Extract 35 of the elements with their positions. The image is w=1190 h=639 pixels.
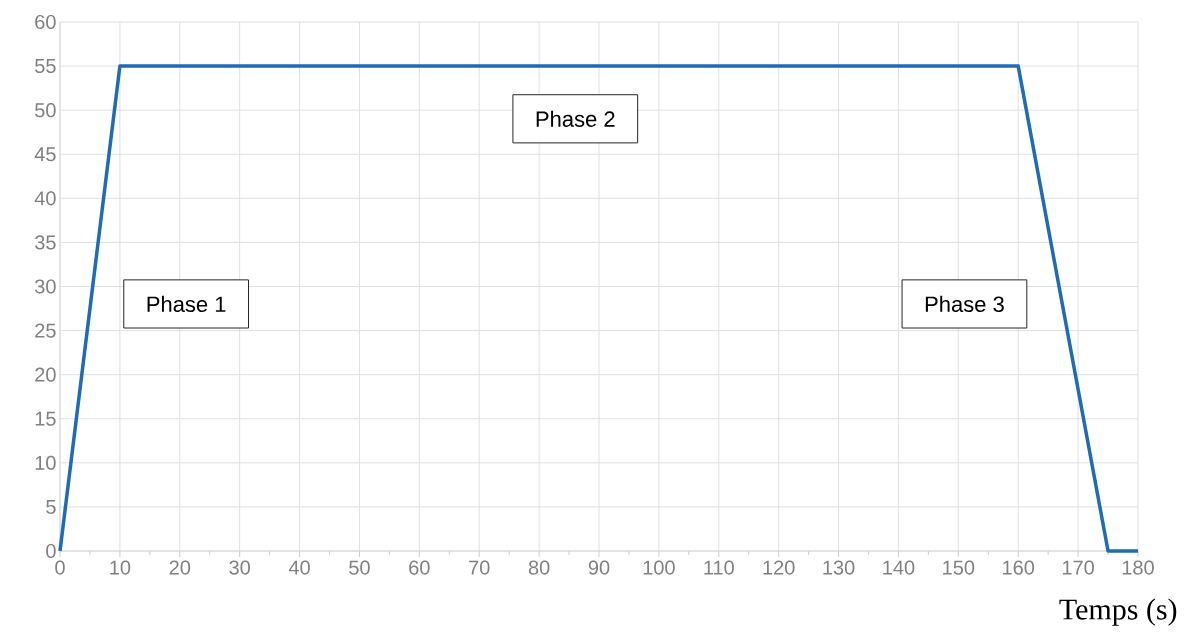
x-tick-label: 160 [1003, 560, 1035, 575]
y-tick-label: 5 [46, 499, 56, 514]
x-tick-label: 20 [169, 560, 191, 575]
y-tick-label: 45 [34, 147, 56, 162]
x-tick-label: 180 [1122, 560, 1154, 575]
x-tick-label: 120 [763, 560, 795, 575]
x-tick-label: 110 [704, 560, 734, 575]
x-tick-label: 70 [469, 560, 490, 575]
x-tick-label: 130 [823, 560, 855, 575]
y-tick-label: 25 [35, 323, 56, 338]
annotation: Phase 2 [536, 110, 615, 127]
x-tick-label: 40 [288, 560, 310, 575]
y-tick-label: 35 [35, 235, 56, 250]
x-axis-title: Temps (s) [1059, 598, 1177, 626]
y-tick-label: 30 [35, 279, 56, 294]
x-tick-label: 60 [409, 560, 430, 575]
annotation: Phase 1 [147, 295, 226, 313]
y-tick-label: 10 [35, 455, 56, 470]
y-tick-label: 40 [34, 191, 56, 206]
x-tick-label: 10 [110, 560, 131, 575]
x-tick-label: 90 [588, 560, 610, 575]
x-tick-label: 170 [1062, 560, 1094, 575]
y-tick-label: 50 [35, 103, 56, 118]
x-tick-label: 50 [349, 560, 370, 575]
x-tick-label: 150 [943, 560, 975, 575]
x-tick-label: 140 [883, 560, 915, 575]
y-tick-label: 55 [35, 59, 56, 74]
y-tick-label: 0 [46, 543, 56, 559]
x-tick-label: 30 [229, 560, 251, 575]
x-tick-label: 100 [643, 560, 675, 575]
y-tick-label: 15 [35, 411, 56, 426]
y-tick-label: 20 [35, 367, 56, 382]
annotation: Phase 3 [925, 295, 1004, 313]
x-tick-label: 80 [528, 560, 550, 575]
y-tick-label: 60 [35, 14, 56, 30]
